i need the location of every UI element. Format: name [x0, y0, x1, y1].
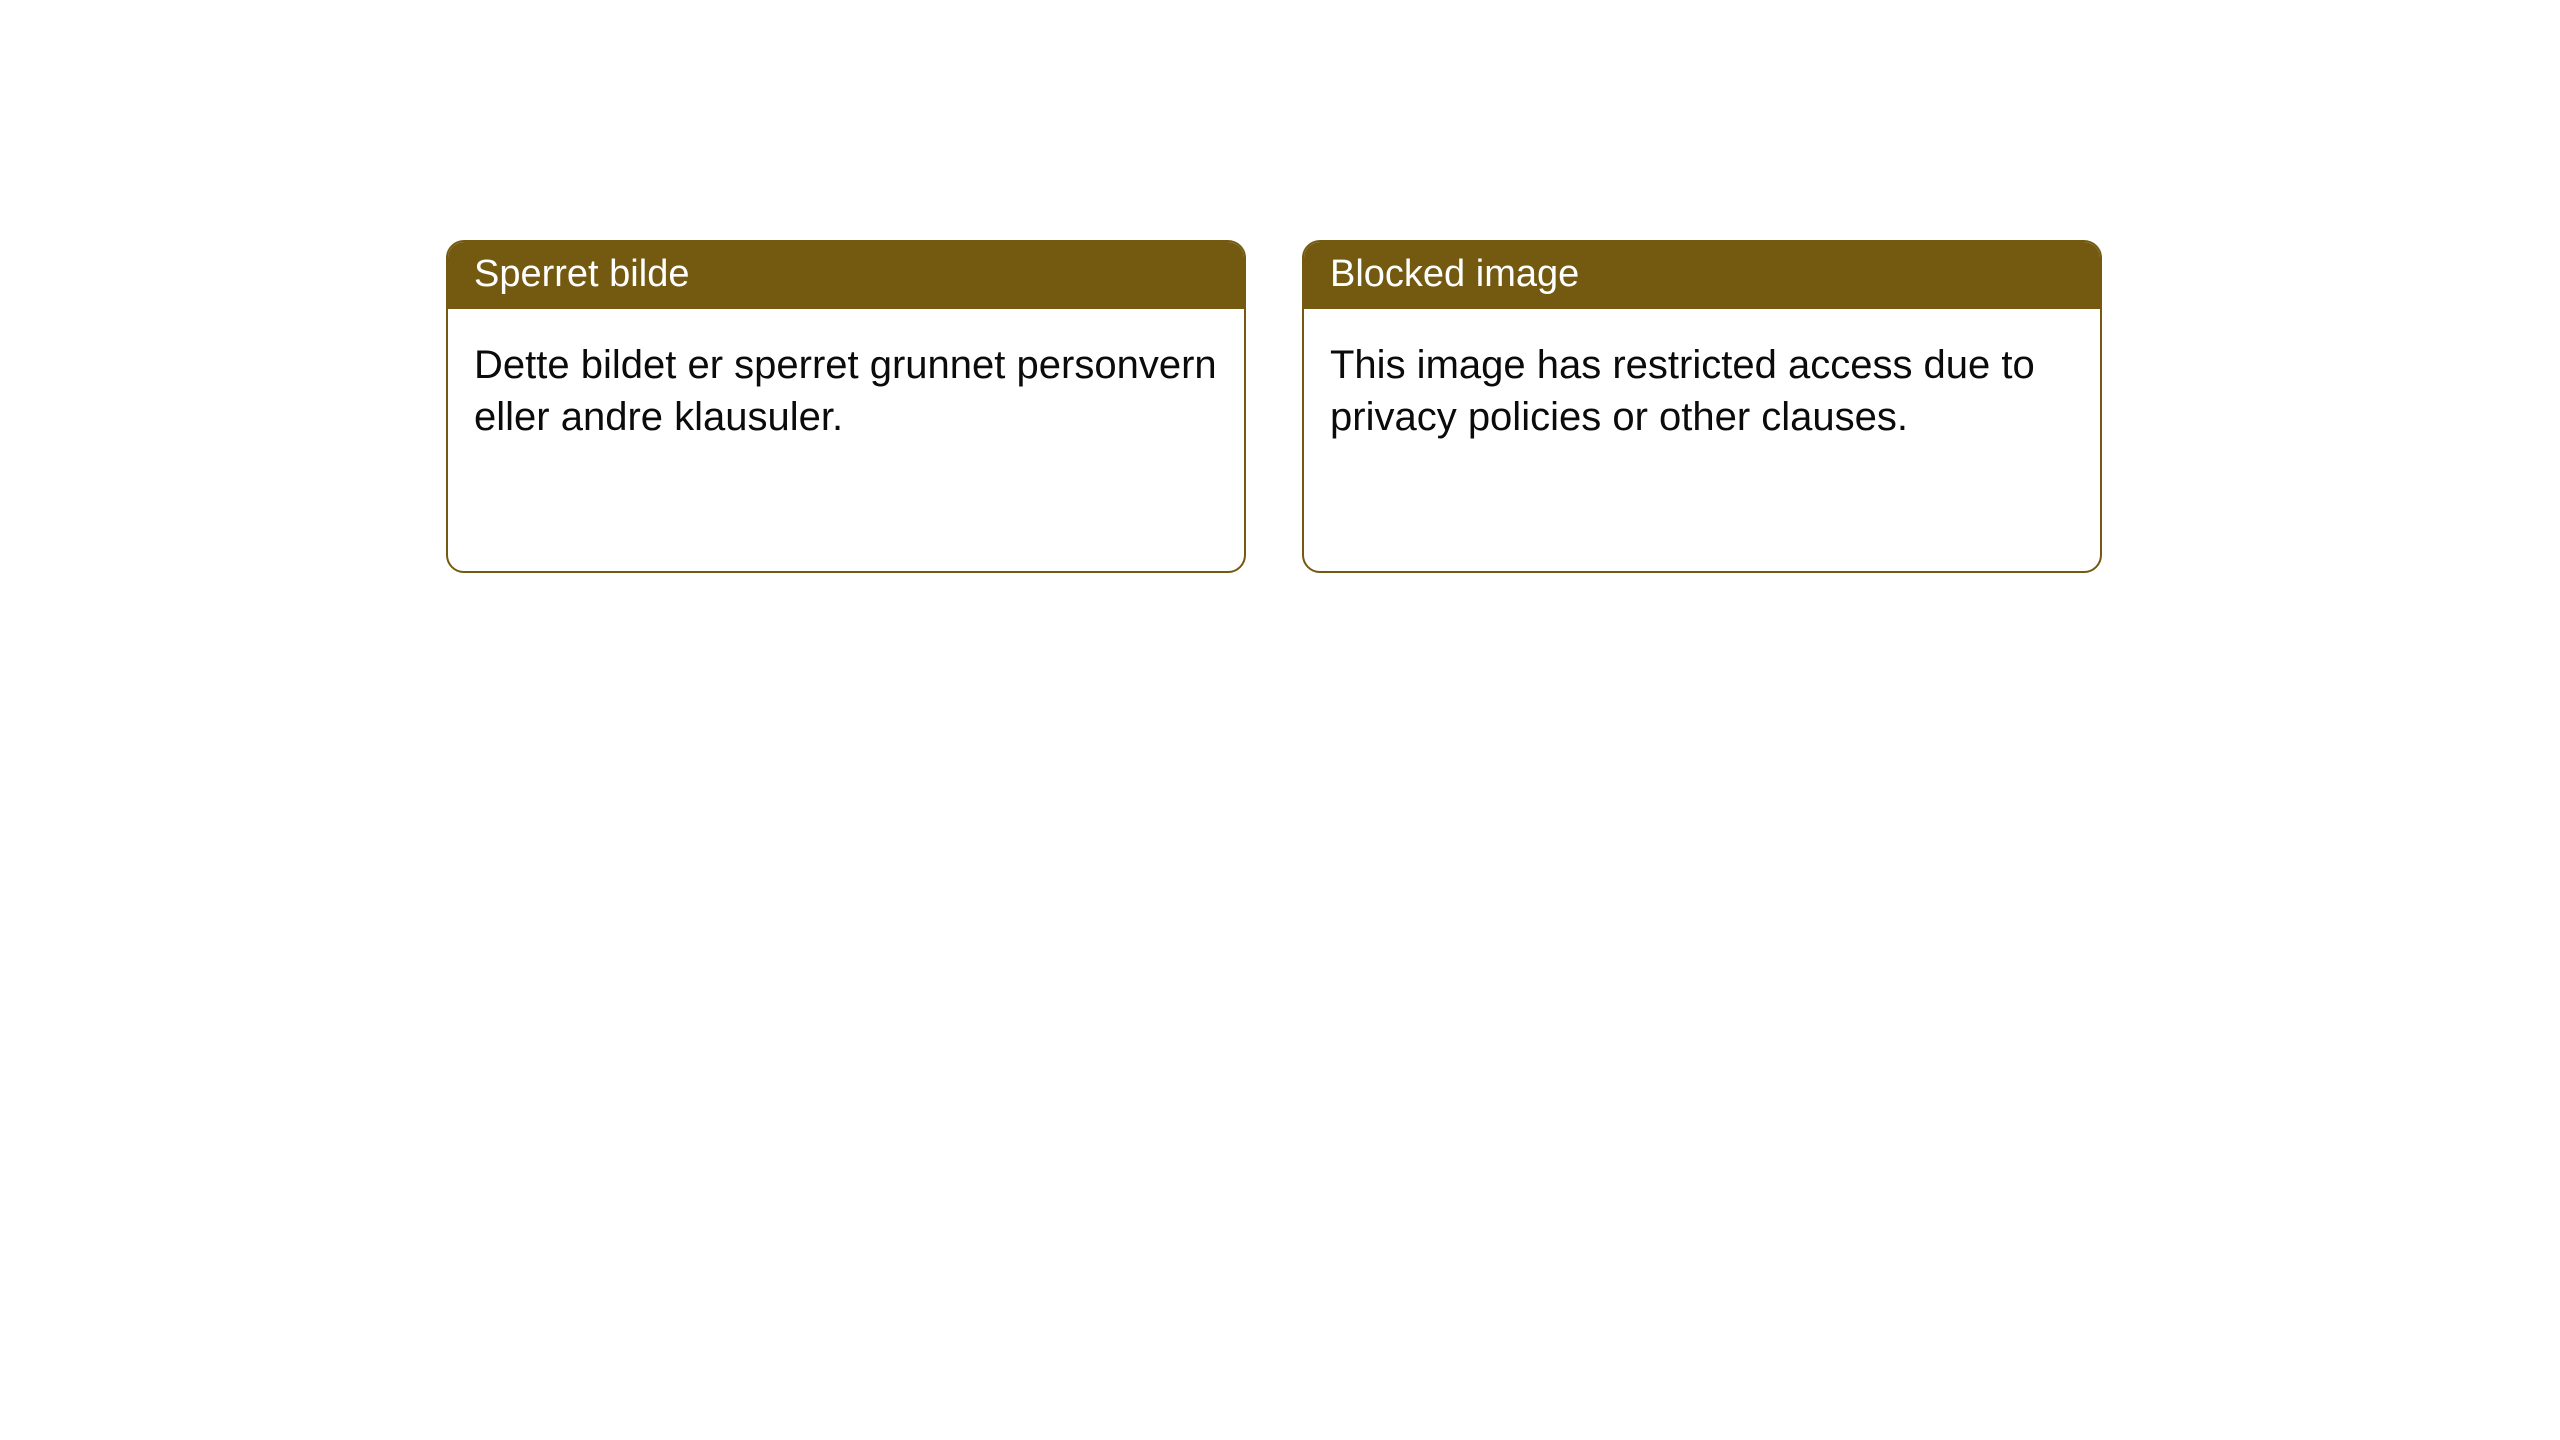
notice-title: Sperret bilde: [448, 242, 1244, 309]
notice-card-en: Blocked image This image has restricted …: [1302, 240, 2102, 573]
notice-body: This image has restricted access due to …: [1304, 309, 2100, 473]
notice-container: Sperret bilde Dette bildet er sperret gr…: [0, 0, 2560, 573]
notice-title: Blocked image: [1304, 242, 2100, 309]
notice-card-no: Sperret bilde Dette bildet er sperret gr…: [446, 240, 1246, 573]
notice-body: Dette bildet er sperret grunnet personve…: [448, 309, 1244, 473]
